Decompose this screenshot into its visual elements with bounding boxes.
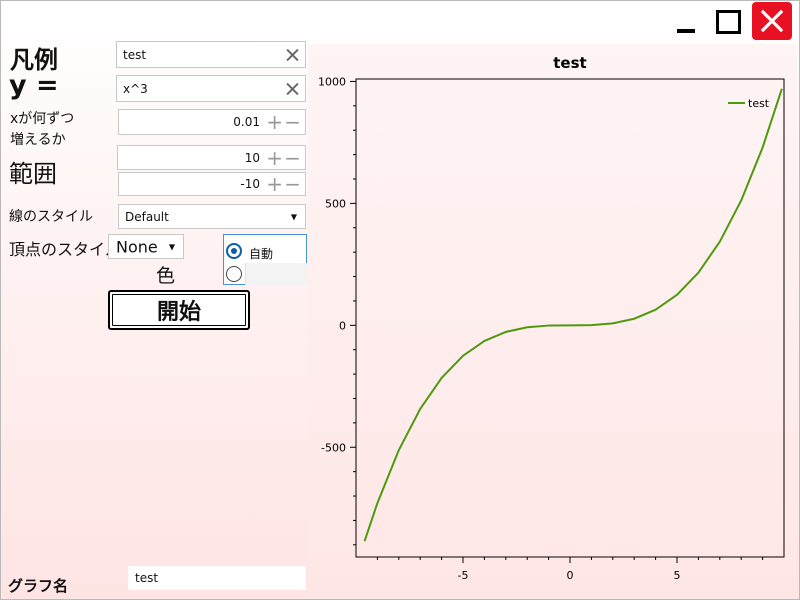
legend-label: 凡例 xyxy=(10,46,58,74)
vertex-style-value: None xyxy=(116,237,158,256)
x-tick-label: 0 xyxy=(567,569,574,582)
maximize-icon xyxy=(715,10,741,34)
y-tick-label: 0 xyxy=(339,319,346,332)
range-max-value: 10 xyxy=(244,150,260,165)
step-value: 0.01 xyxy=(233,115,260,129)
decrement-icon[interactable]: − xyxy=(284,172,301,196)
range-max-number-box[interactable]: 10 + − xyxy=(117,145,306,170)
expression-input-value: x^3 xyxy=(123,81,148,96)
range-label: 範囲 xyxy=(9,160,57,188)
legend-input[interactable]: test xyxy=(116,41,306,68)
line-style-value: Default xyxy=(125,209,169,224)
line-style-label: 線のスタイル xyxy=(9,209,93,225)
increment-icon[interactable]: + xyxy=(266,110,283,134)
color-auto-radio[interactable] xyxy=(226,243,242,259)
close-button[interactable] xyxy=(752,2,792,40)
color-label: 色 xyxy=(156,265,176,287)
dropdown-arrow-icon: ▼ xyxy=(168,242,175,251)
range-min-value: -10 xyxy=(240,177,260,191)
maximize-button[interactable] xyxy=(708,2,748,42)
minimize-button[interactable] xyxy=(666,2,706,42)
range-min-number-box[interactable]: -10 + − xyxy=(118,172,306,196)
step-number-box[interactable]: 0.01 + − xyxy=(118,109,306,135)
vertex-style-label: 頂点のスタイル xyxy=(9,240,122,259)
color-custom-radio[interactable] xyxy=(226,266,242,282)
decrement-icon[interactable]: − xyxy=(284,110,301,134)
minimize-icon xyxy=(677,29,695,33)
series-line xyxy=(363,88,783,542)
close-icon xyxy=(760,9,784,33)
graph-name-label: グラフ名 xyxy=(8,577,69,595)
expression-label: y = xyxy=(9,70,59,101)
x-tick-label: -5 xyxy=(458,569,469,582)
legend-label: test xyxy=(748,97,770,110)
start-button-label: 開始 xyxy=(156,300,201,325)
color-radio-group: 自動 xyxy=(223,234,308,285)
y-tick-label: -500 xyxy=(321,441,346,454)
color-swatch[interactable] xyxy=(245,263,308,285)
chart-background xyxy=(308,44,798,598)
start-button[interactable]: 開始 xyxy=(108,290,250,330)
graph-name-input[interactable]: test xyxy=(128,566,306,590)
chart: test -500 0 500 1000 -5 0 5 test xyxy=(318,54,785,582)
y-tick-label: 500 xyxy=(325,197,346,210)
graph-name-value: test xyxy=(135,571,159,585)
plot-frame xyxy=(355,78,785,558)
decrement-icon[interactable]: − xyxy=(284,145,301,170)
clear-icon[interactable] xyxy=(286,48,299,61)
expression-input[interactable]: x^3 xyxy=(116,75,306,102)
dropdown-arrow-icon: ▼ xyxy=(290,212,297,221)
x-tick-label: 5 xyxy=(674,569,681,582)
step-label-line2: 増えるか xyxy=(10,132,66,148)
step-label-line1: xが何ずつ xyxy=(10,111,75,127)
line-style-select[interactable]: Default ▼ xyxy=(118,204,306,229)
increment-icon[interactable]: + xyxy=(266,172,283,196)
legend-input-value: test xyxy=(123,47,147,62)
color-auto-label: 自動 xyxy=(249,247,274,261)
vertex-style-select[interactable]: None ▼ xyxy=(108,234,184,259)
chart-title: test xyxy=(553,54,586,72)
clear-icon[interactable] xyxy=(286,82,299,95)
start-button-focus-border xyxy=(112,294,246,326)
y-tick-label: 1000 xyxy=(318,75,346,88)
increment-icon[interactable]: + xyxy=(266,145,283,170)
